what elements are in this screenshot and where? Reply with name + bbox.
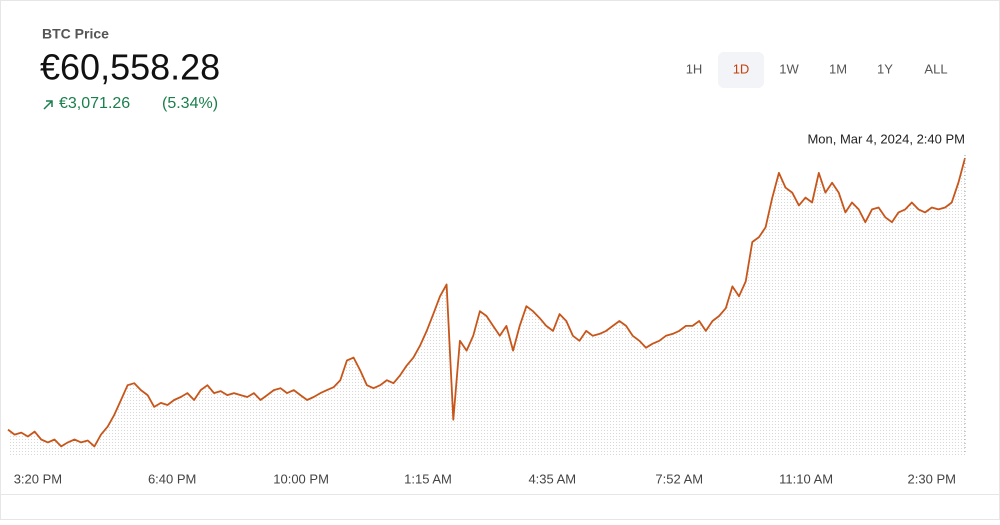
x-tick-label: 3:20 PM	[14, 471, 62, 486]
asset-label: BTC Price	[42, 26, 109, 42]
x-tick-label: 1:15 AM	[404, 471, 452, 486]
timeframe-button[interactable]: 1Y	[877, 61, 893, 76]
timeframe-button[interactable]: 1D	[733, 61, 750, 76]
up-arrow-icon	[43, 100, 53, 110]
price: €60,558.28	[40, 47, 220, 88]
timeframe-button[interactable]: 1M	[829, 61, 847, 76]
change-percent: (5.34%)	[162, 95, 218, 112]
timeframe-button[interactable]: ALL	[924, 61, 947, 76]
x-tick-label: 10:00 PM	[273, 471, 329, 486]
x-tick-label: 7:52 AM	[655, 471, 703, 486]
x-tick-label: 6:40 PM	[148, 471, 196, 486]
change: €3,071.26	[59, 95, 130, 112]
price-area	[8, 158, 965, 455]
tooltip-time: Mon, Mar 4, 2024, 2:40 PM	[807, 131, 965, 146]
timeframe-button[interactable]: 1H	[686, 61, 703, 76]
x-tick-label: 2:30 PM	[908, 471, 956, 486]
x-tick-label: 11:10 AM	[779, 471, 833, 486]
timeframe-button[interactable]: 1W	[779, 61, 799, 76]
timeframe-selected-bg	[718, 52, 764, 88]
x-tick-label: 4:35 AM	[528, 471, 576, 486]
price-line	[7, 157, 966, 448]
